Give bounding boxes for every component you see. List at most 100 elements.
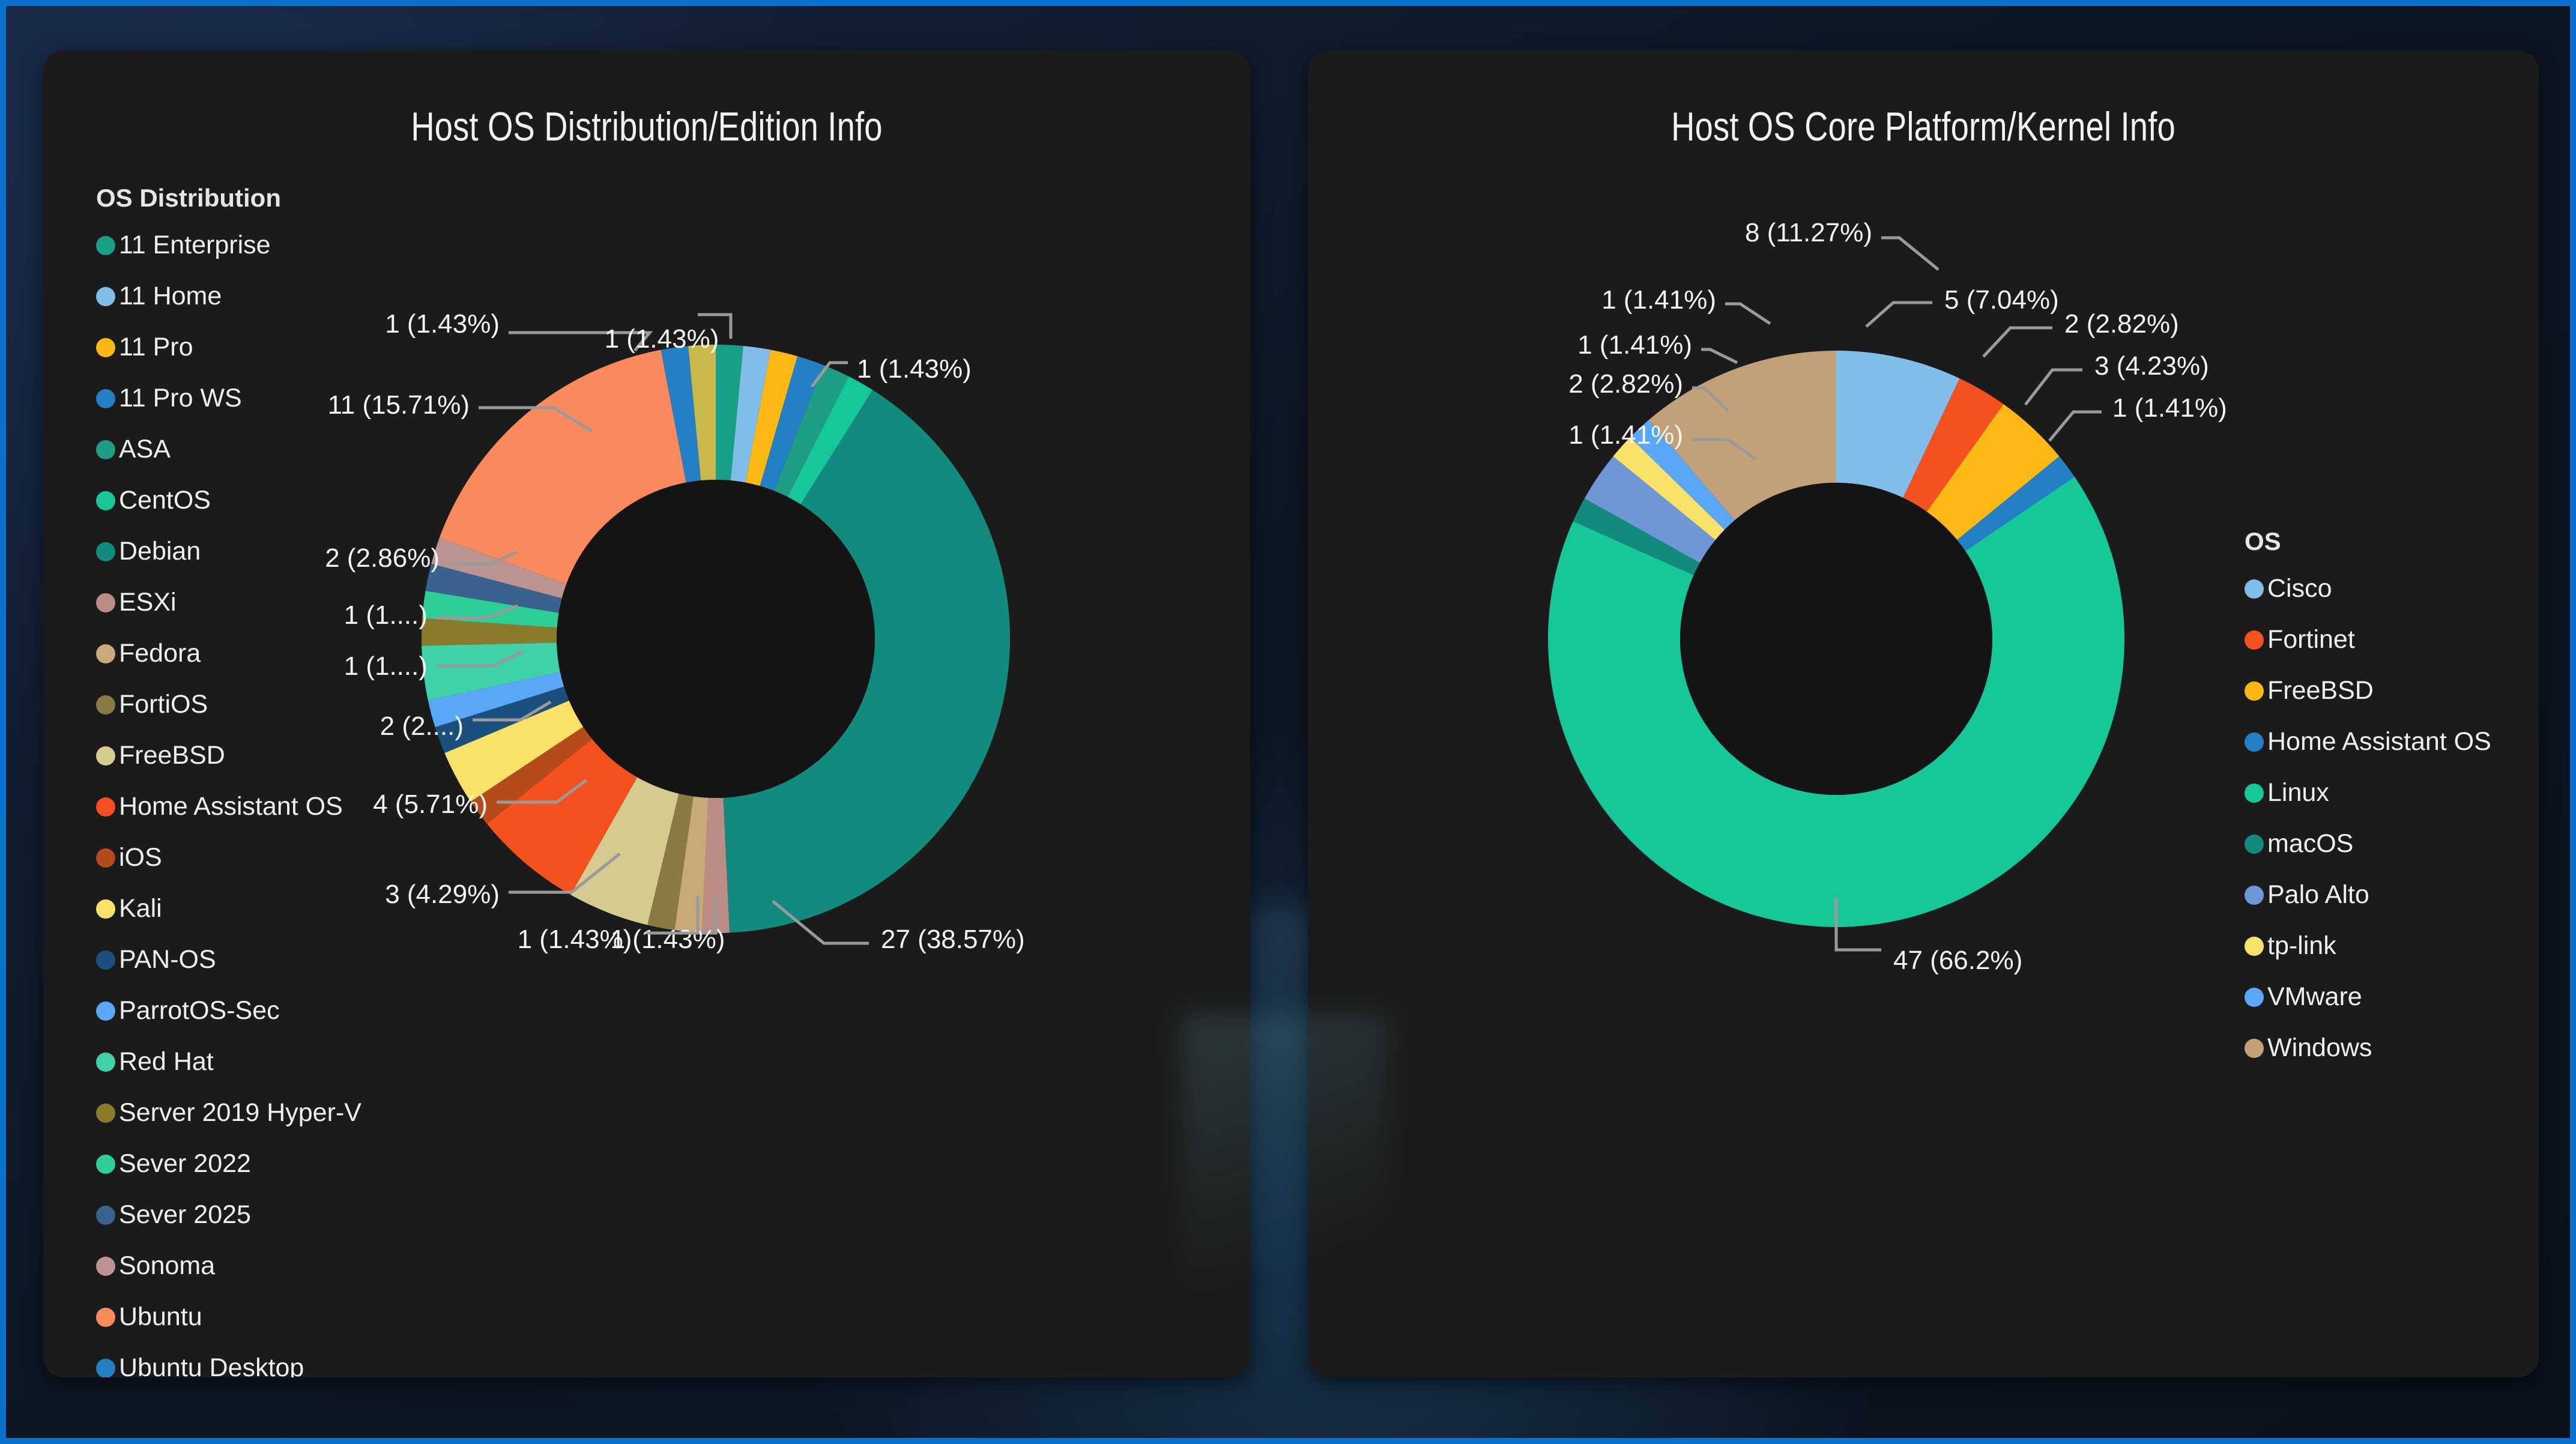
pie-slice-label: 27 (38.57%): [881, 925, 1025, 954]
pie-slice[interactable]: [787, 376, 873, 504]
label-leader-line: [2048, 410, 2102, 442]
legend-swatch-icon: [96, 899, 115, 919]
pie-slice[interactable]: [422, 590, 559, 628]
legend-item[interactable]: Linux: [2245, 767, 2491, 818]
pie-slice[interactable]: [1613, 437, 1725, 540]
pie-slice[interactable]: [760, 356, 824, 491]
pie-slice[interactable]: [421, 618, 557, 646]
legend-item[interactable]: 11 Pro: [96, 322, 361, 373]
legend-item[interactable]: 11 Enterprise: [96, 220, 361, 271]
pie-slice-label: 2 (2....): [380, 711, 464, 741]
pie-slice[interactable]: [1957, 456, 2075, 551]
legend-swatch-icon: [96, 388, 115, 408]
pie-slice[interactable]: [470, 727, 592, 824]
pie-slice[interactable]: [745, 349, 798, 486]
pie-slice[interactable]: [688, 345, 716, 481]
pie-slice[interactable]: [428, 672, 564, 728]
legend-item-label: Ubuntu Desktop: [119, 1353, 304, 1377]
donut-hole: [1680, 483, 1992, 795]
pie-slice-label: 1 (1.41%): [1568, 420, 1683, 450]
legend-item[interactable]: ParrotOS-Sec: [96, 985, 361, 1036]
pie-slice[interactable]: [570, 777, 679, 925]
legend-item-label: 11 Home: [119, 282, 222, 310]
legend-item[interactable]: macOS: [2245, 818, 2491, 869]
pie-slice[interactable]: [674, 796, 709, 933]
legend-item[interactable]: FreeBSD: [96, 730, 361, 781]
legend-item[interactable]: Red Hat: [96, 1036, 361, 1087]
legend-swatch-icon: [2245, 732, 2264, 752]
legend-item[interactable]: Kali: [96, 883, 361, 934]
pie-slice[interactable]: [716, 345, 743, 481]
legend-item[interactable]: FreeBSD: [2245, 665, 2491, 716]
legend-item[interactable]: iOS: [96, 832, 361, 883]
pie-slice[interactable]: [435, 686, 569, 754]
legend-item[interactable]: Sever 2022: [96, 1138, 361, 1189]
pie-slice[interactable]: [1648, 351, 1836, 521]
pie-slice[interactable]: [486, 739, 638, 895]
pie-slice[interactable]: [439, 349, 686, 584]
legend-item[interactable]: Debian: [96, 526, 361, 577]
pie-slice[interactable]: [702, 797, 730, 933]
legend-item[interactable]: CentOS: [96, 475, 361, 526]
legend-item[interactable]: Fortinet: [2245, 614, 2491, 665]
pie-slice[interactable]: [730, 346, 771, 483]
pie-slice[interactable]: [1903, 378, 2004, 512]
legend-item[interactable]: Palo Alto: [2245, 869, 2491, 920]
pie-slice[interactable]: [431, 537, 567, 599]
pie-slice-label: 2 (2.82%): [1568, 369, 1683, 399]
legend-item[interactable]: Ubuntu: [96, 1291, 361, 1343]
legend-swatch-icon: [96, 542, 115, 561]
label-leader-line: [698, 313, 733, 339]
pie-slice[interactable]: [1630, 420, 1735, 530]
legend-os-distribution: OS Distribution 11 Enterprise 11 Home 11 P…: [96, 184, 361, 1377]
pie-slice-label: 1 (1.43%): [857, 354, 972, 384]
legend-swatch-icon: [2245, 936, 2264, 956]
pie-slice[interactable]: [1573, 498, 1700, 575]
pie-slice[interactable]: [723, 390, 1010, 933]
pie-slice-label: 1 (1.43%): [605, 324, 719, 354]
legend-item[interactable]: tp-link: [2245, 920, 2491, 971]
legend-item[interactable]: Ubuntu Desktop: [96, 1343, 361, 1377]
legend-item[interactable]: Cisco: [2245, 563, 2491, 614]
legend-item[interactable]: 11 Pro WS: [96, 373, 361, 424]
legend-swatch-icon: [2245, 579, 2264, 599]
panel-title-right: Host OS Core Platform/Kernel Info: [1671, 104, 2175, 150]
pie-slice[interactable]: [1584, 456, 1716, 563]
legend-item-label: Debian: [119, 537, 201, 566]
legend-item[interactable]: PAN-OS: [96, 934, 361, 985]
pie-slice-label: 1 (1.43%): [518, 925, 632, 954]
label-leader-line: [1881, 236, 1940, 271]
pie-slice-label: 1 (1....): [344, 600, 428, 630]
legend-item[interactable]: Sever 2025: [96, 1189, 361, 1240]
pie-slice[interactable]: [1548, 477, 2124, 927]
legend-item[interactable]: Home Assistant OS: [2245, 716, 2491, 767]
label-leader-line: [509, 331, 653, 352]
legend-item[interactable]: Home Assistant OS: [96, 781, 361, 832]
legend-item-label: Fortinet: [2267, 625, 2355, 654]
donut-chart-os-core-platform: 5 (7.04%) 2 (2.82%) 3 (4.23%) 1 (1.41%) 47 (…: [1308, 50, 2539, 1377]
pie-slice[interactable]: [1836, 351, 1960, 498]
pie-slice[interactable]: [647, 793, 694, 931]
panel-title-left: Host OS Distribution/Edition Info: [411, 104, 883, 150]
legend-item[interactable]: VMware: [2245, 971, 2491, 1023]
pie-slice[interactable]: [425, 564, 562, 613]
pie-slice[interactable]: [1926, 404, 2060, 540]
pie-slice[interactable]: [774, 365, 849, 497]
pie-slice[interactable]: [444, 700, 584, 802]
legend-item[interactable]: Fedora: [96, 628, 361, 679]
legend-item[interactable]: Server 2019 Hyper-V: [96, 1087, 361, 1138]
legend-item-label: tp-link: [2267, 931, 2336, 960]
legend-item[interactable]: 11 Home: [96, 271, 361, 322]
legend-item-label: ASA: [119, 435, 171, 464]
pie-slice[interactable]: [661, 346, 701, 483]
legend-swatch-icon: [96, 1307, 115, 1327]
label-leader-line: [772, 900, 869, 945]
legend-item[interactable]: ASA: [96, 424, 361, 475]
legend-item[interactable]: Windows: [2245, 1023, 2491, 1074]
legend-item-label: iOS: [119, 843, 162, 872]
legend-item-label: VMware: [2267, 982, 2362, 1011]
legend-item[interactable]: ESXi: [96, 577, 361, 628]
legend-item[interactable]: Sonoma: [96, 1240, 361, 1291]
legend-item[interactable]: FortiOS: [96, 679, 361, 730]
pie-slice[interactable]: [422, 642, 560, 701]
